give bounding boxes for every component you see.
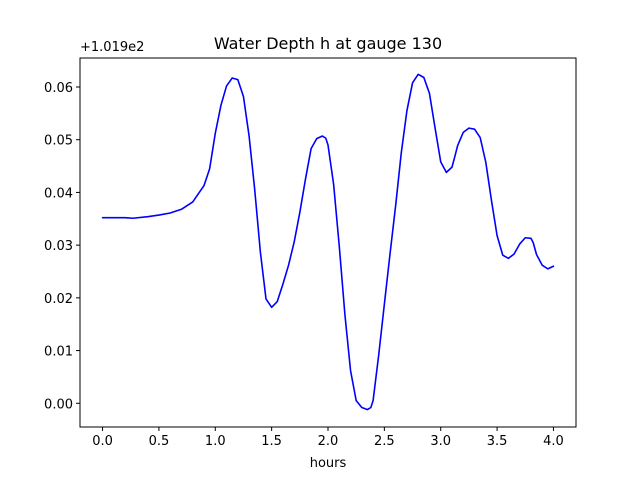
chart-title: Water Depth h at gauge 130 (214, 34, 442, 53)
x-tick-label: 0.5 (149, 434, 170, 449)
x-axis-label: hours (310, 456, 347, 471)
y-tick-label: 0.05 (44, 134, 73, 149)
y-axis-offset-label: +1.019e2 (80, 40, 144, 55)
series-line-0 (101, 73, 555, 411)
x-tick-label: 1.0 (205, 434, 226, 449)
x-tick-label: 0.0 (92, 434, 113, 449)
y-tick-label: 0.02 (44, 292, 73, 307)
x-tick-label: 4.0 (543, 434, 564, 449)
y-tick-label: 0.06 (44, 81, 73, 96)
plot-area (101, 73, 555, 411)
x-tick-label: 1.5 (261, 434, 282, 449)
x-tick-label: 2.0 (318, 434, 339, 449)
y-axis: 0.00 0.01 0.02 0.03 0.04 0.05 0.06 (44, 81, 80, 412)
y-tick-label: 0.03 (44, 239, 73, 254)
x-tick-label: 3.5 (487, 434, 508, 449)
x-tick-label: 2.5 (374, 434, 395, 449)
x-tick-label: 3.0 (430, 434, 451, 449)
y-tick-label: 0.01 (44, 345, 73, 360)
x-axis: 0.0 0.5 1.0 1.5 2.0 2.5 3.0 3.5 4.0 (92, 427, 564, 449)
y-tick-label: 0.04 (44, 186, 73, 201)
y-tick-label: 0.00 (44, 397, 73, 412)
